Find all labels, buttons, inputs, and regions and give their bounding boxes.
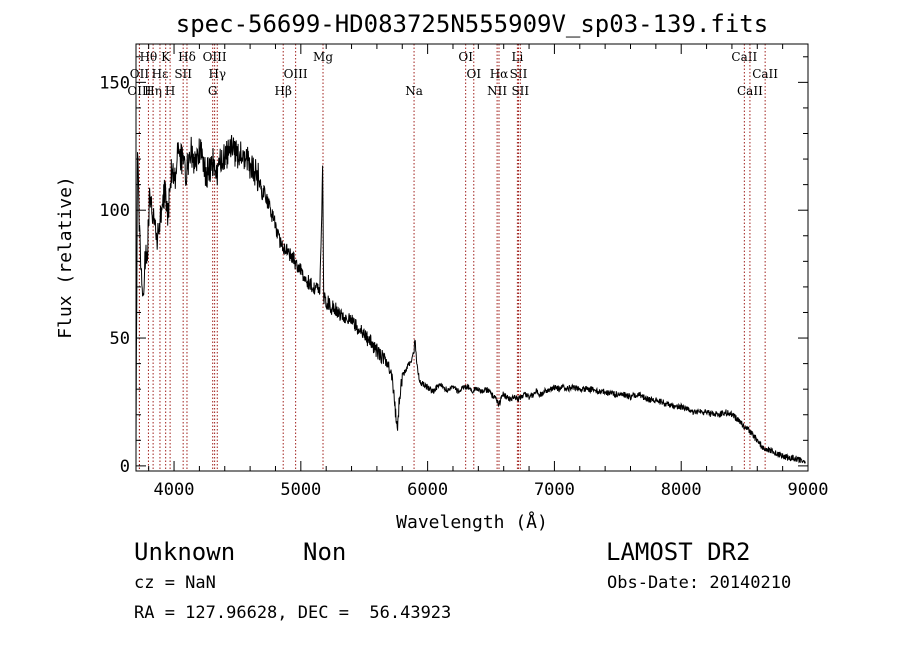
line-label-5: K	[161, 50, 171, 64]
line-label-15: Na	[405, 84, 423, 98]
object-class: Unknown	[134, 538, 236, 566]
line-label-11: G	[208, 84, 218, 98]
line-label-19: NII	[487, 84, 507, 98]
x-axis-label: Wavelength (Å)	[396, 511, 548, 533]
line-label-21: SII	[510, 67, 528, 81]
x-tick-label-5: 9000	[788, 480, 829, 500]
line-label-13: OIII	[284, 67, 308, 81]
y-tick-label-0: 0	[120, 457, 130, 477]
x-tick-label-4: 8000	[661, 480, 702, 500]
plot-frame	[135, 43, 809, 472]
y-axis-label: Flux (relative)	[55, 176, 76, 339]
line-label-10: Hγ	[208, 67, 226, 81]
line-label-6: H	[165, 84, 175, 98]
line-label-12: Hβ	[275, 84, 292, 98]
line-label-1: OII	[130, 67, 150, 81]
line-label-7: SII	[174, 67, 192, 81]
line-label-9: OIII	[203, 50, 227, 64]
spectrum-series	[135, 134, 806, 465]
line-label-18: Hα	[490, 67, 509, 81]
line-label-25: CaII	[737, 84, 763, 98]
observation-date: Obs-Date: 20140210	[607, 573, 792, 593]
line-label-8: Hδ	[178, 50, 196, 64]
coordinates-readout: RA = 127.96628, DEC = 56.43923	[134, 603, 452, 623]
x-tick-label-1: 5000	[280, 480, 321, 500]
line-label-4: Hε	[152, 67, 169, 81]
x-tick-label-0: 4000	[154, 480, 195, 500]
survey-name: LAMOST DR2	[606, 538, 751, 566]
y-tick-label-2: 100	[99, 201, 130, 221]
line-label-3: Hη	[144, 84, 162, 98]
object-subclass: Non	[303, 538, 347, 566]
spectrum-line	[135, 134, 806, 465]
line-label-16: OI	[458, 50, 473, 64]
axis-ticks: 4000 5000 6000 7000 8000 9000 0 50 100 150	[99, 44, 828, 500]
x-tick-label-2: 6000	[407, 480, 448, 500]
y-tick-label-1: 50	[110, 329, 130, 349]
line-label-17: OI	[466, 67, 481, 81]
line-label-0: Hθ	[140, 50, 158, 64]
line-label-20: Li	[511, 50, 523, 64]
chart-title: spec-56699-HD083725N555909V_sp03-139.fit…	[176, 10, 768, 38]
line-label-24: CaII	[752, 67, 778, 81]
y-tick-label-3: 150	[99, 73, 130, 93]
line-label-2: OIII	[127, 84, 151, 98]
redshift-readout: cz = NaN	[134, 573, 216, 593]
line-label-14: Mg	[313, 50, 333, 64]
x-tick-label-3: 7000	[534, 480, 575, 500]
line-label-22: SII	[511, 84, 529, 98]
line-label-23: CaII	[731, 50, 757, 64]
